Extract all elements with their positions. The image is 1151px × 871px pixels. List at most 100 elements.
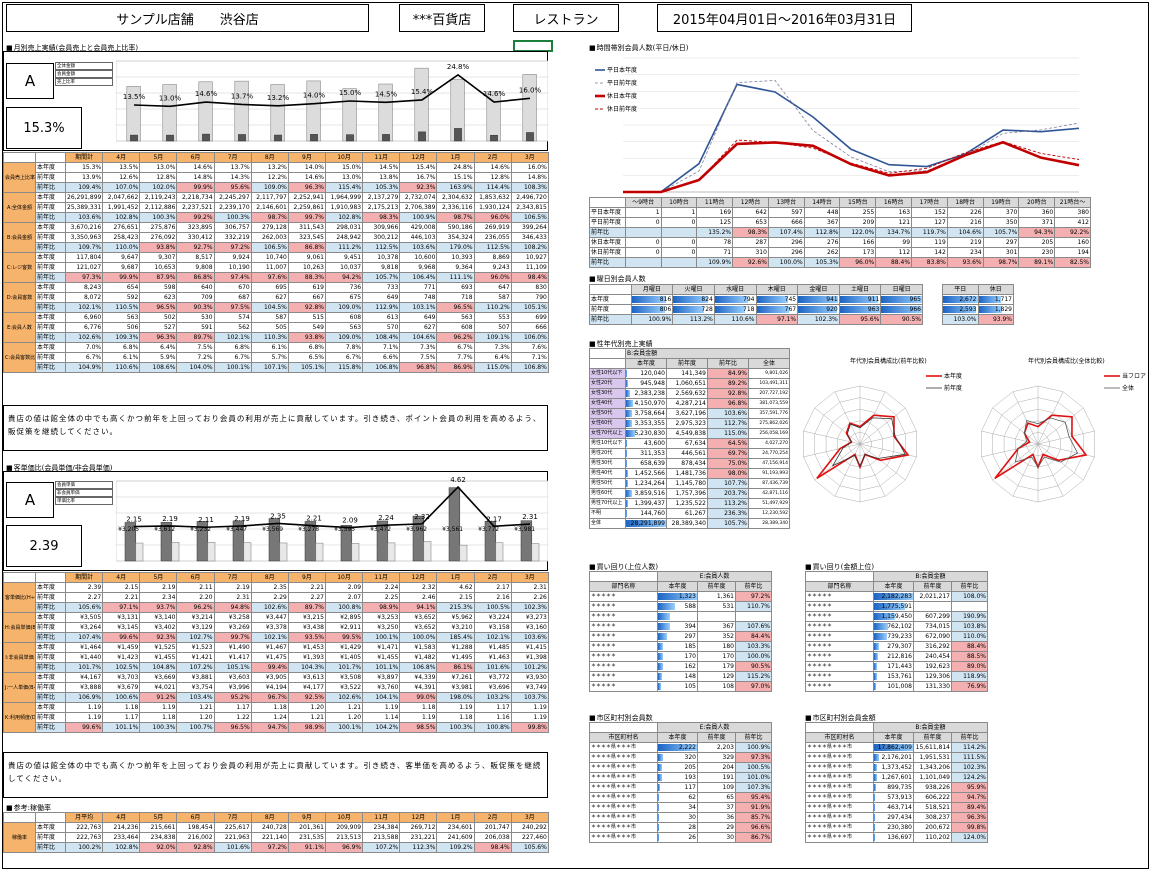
value-cell: 1.21 [176,702,215,713]
group-header: E:会員人数 [656,571,773,582]
month-header: 11月 [362,812,401,823]
value-cell: 92.2% [1054,227,1091,238]
table-row: C:会員客数比率(D÷C)本年度7.0%6.8%6.4%7.5%6.8%6.1%… [3,342,549,373]
table-row: 前年度 13.9% 12.6% 12.8% 14.8% 14.3% 12.2% 14.6% 13… [4,172,549,183]
value-cell: 4,287,214 [666,398,708,409]
value-cell: 12.6% [102,172,141,183]
value-cell: 97.5% [213,302,252,313]
list-item: ＊＊＊＊県＊＊＊市 899,735 938,226 95.9% [805,782,988,793]
col-header: 市区町村名 [589,732,658,743]
floor-title: レストラン [513,4,619,32]
row-label: 前年比 [35,242,66,253]
value-cell: 1.19 [436,702,475,713]
value-cell: 2.19 [213,582,252,593]
value-cell: 97.2% [734,591,773,602]
city2-title: 市区町村別会員金額 [805,713,876,723]
radar-spoke [992,407,1039,445]
bar-member-7 [382,134,390,142]
value-cell: ¥1,464 [64,642,104,653]
corner-cell [589,571,658,582]
data-bar [626,460,628,467]
table-row: 休日本年度 0 0 78 287 296 276 166 99 119 219 297 205 160 [589,237,1091,248]
data-bar [658,633,667,640]
row-label: 前年比 [35,332,66,343]
value-cell: 100.3% [213,212,252,223]
value-cell: 6.7% [213,352,252,363]
value-cell: 107.3% [734,782,773,793]
value-cell: ¥3,210 [436,622,475,633]
value-cell: 93.8% [287,332,326,343]
value-cell: 100.0% [734,651,773,662]
value-text: 2,672 [959,296,977,303]
value-cell: 2,975,323 [666,418,708,429]
value-cell: 734,015 [913,621,952,632]
data-bar [978,296,1001,303]
value-cell: ¥3,981 [436,682,475,693]
table-row: 前年度 ¥1,440 ¥1,423 ¥1,455 ¥1,421 ¥1,417 ¥1,475 ¥… [4,652,549,663]
item-name: ＊＊＊＊県＊＊＊市 [589,802,658,813]
value-cell: ¥1,471 [362,642,401,653]
value-cell: 105.1% [510,302,549,313]
value-cell: 1.19 [64,712,104,723]
value-text: 110.6% [731,316,755,323]
sec1-kpi: 15.3% [6,107,82,149]
store-title: サンプル店舗 渋谷店 [6,4,369,32]
bar-member-2 [202,133,210,142]
value-cell: 198.0% [436,692,475,703]
list-item: ＊＊＊＊＊ 1,775,591 [805,601,988,612]
price-ratio-label-9: 4.62 [450,476,466,484]
value-text: 105.7% [724,520,747,527]
value-text: 97.0% [750,683,771,690]
item-name: ＊＊＊＊＊ [805,641,874,652]
ratio-label-2: 14.6% [195,90,218,98]
month-header: 3月 [510,572,549,583]
table-row: B:会員金額 本年度 3,670,216 276,651 275,876 323,895 3… [3,222,549,253]
value-cell: 96.3% [951,812,988,823]
value-cell: 13.0% [139,162,178,173]
price-ratio-label-3: 2.19 [234,515,250,523]
value-cell: 1,343,206 [913,762,952,773]
value-cell: 647 [473,282,512,293]
row-label: 男性30代 [589,458,626,469]
ratio-label-7: 14.5% [375,90,398,98]
value-cell: 98.0% [707,468,749,479]
table-row: E:会員人数 本年度 6,960 563 502 530 574 587 515 608 613 64… [3,312,549,343]
value-cell: 549 [287,322,326,333]
value-cell: 83.8% [911,257,948,268]
sec2-combo-chart: ¥3,205 ¥3,612 ¥3,232 ¥3,447 ¥3,569 ¥3,278 ¥3,5… [116,476,548,562]
value-cell: 103.3% [734,641,773,652]
value-cell: 13.9% [64,172,104,183]
list-item: ＊＊＊＊＊ 212,816 240,454 88.5% [805,651,988,662]
value-cell: 109.2% [436,842,475,853]
value-text: 100.5% [747,764,771,771]
value-text: 588 [684,603,696,610]
data-bar [626,520,666,527]
value-cell: 2,047,662 [102,192,141,203]
row-label: 前年度 [35,292,66,303]
month-header: 2月 [473,572,512,583]
data-bar [658,653,664,660]
value-text: 67,634 [685,440,706,447]
value-cell: 2.39 [64,582,104,593]
value-cell: 269,919 [473,222,512,233]
value-cell: 141,349 [666,368,708,379]
month-header: 4月 [102,812,141,823]
value-cell [951,601,988,612]
value-cell: 4,150,970 [625,398,667,409]
value-cell: ¥1,453 [287,642,326,653]
sec1-combo-chart: 13.5% 13.0%14.6% 13.7% 13.2% 14.0% 15.0% 14.5%… [116,60,548,142]
value-text: 352 [722,633,734,640]
row-label: 前年比 [35,302,66,313]
value-text: 69.7% [727,450,747,457]
value-text: 64.5% [727,440,747,447]
value-cell: 148 [657,671,698,682]
value-cell: 6.8% [213,342,252,353]
value-cell: 92.3% [139,632,178,643]
value-text: 1,101,049 [919,774,950,781]
value-cell: ¥3,881 [176,672,215,683]
value-text: 105 [684,683,696,690]
value-cell: 2,593 [942,304,979,315]
value-text: 2,569,632 [675,390,706,397]
value-cell: 85.7% [734,812,773,823]
